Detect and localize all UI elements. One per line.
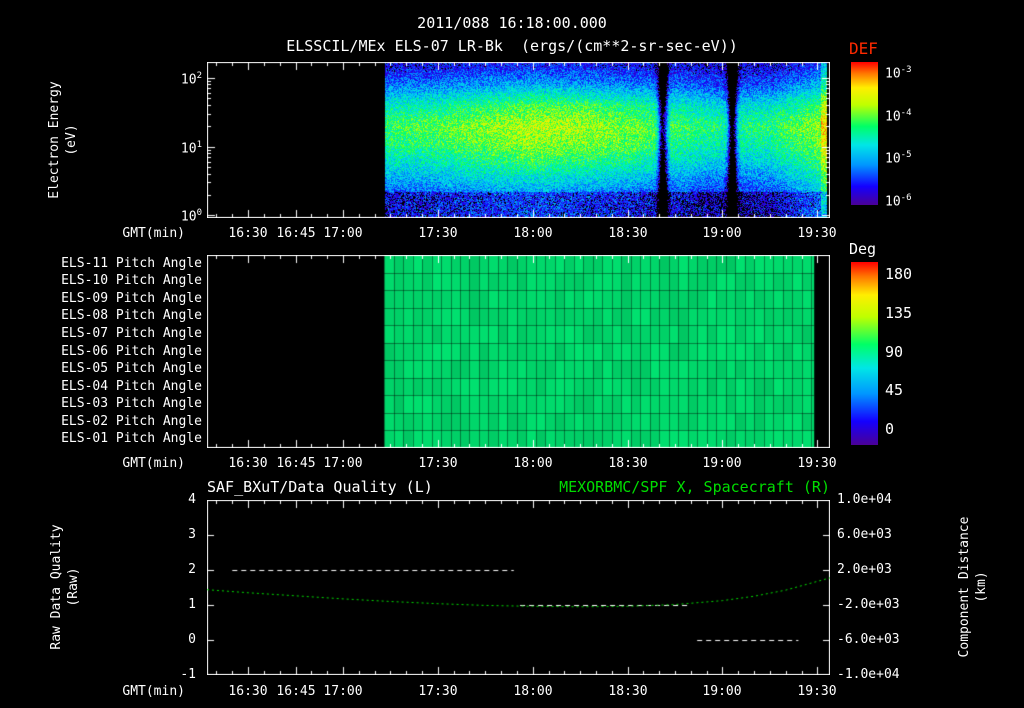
def-cbar-tick-1: 10-4 [885,106,935,124]
panel3-right-title: MEXORBMC/SPF X, Spacecraft (R) [559,478,830,496]
quality-tick-2: 2 [188,562,196,577]
quality-axis-label-line2: (Raw) [66,567,81,607]
deg-label: Deg [849,240,877,258]
deg-cbar-tick-4: 0 [885,420,895,438]
gmt-label-panel1: GMT(min) [122,226,185,241]
pitch-row-label-8: ELS-03 Pitch Angle [61,396,202,411]
time-tick-p1-7: 19:30 [797,226,837,241]
energy-axis-label-line2: (eV) [64,124,79,156]
time-tick-p3-2: 17:00 [323,684,363,699]
energy-tick-0-base: 10 [180,72,197,88]
def-cbar-tick-3: 10-6 [885,191,935,209]
quality-axis-label-line1: Raw Data Quality [49,524,64,650]
time-tick-p2-5: 18:30 [608,456,648,471]
distance-axis-label-line2: (km) [974,571,989,603]
distance-axis-label: Component Distance (km) [956,487,992,687]
def-cbar-tick-2-base: 10 [885,151,901,167]
def-cbar-tick-2-exp: -5 [900,150,912,160]
def-colorbar [851,62,878,205]
energy-tick-1: 101 [138,138,202,156]
quality-tick-0: 4 [188,492,196,507]
time-tick-p3-4: 18:00 [513,684,553,699]
time-tick-p3-7: 19:30 [797,684,837,699]
def-cbar-tick-1-base: 10 [885,109,901,125]
energy-tick-2: 100 [138,206,202,224]
time-tick-p2-0: 16:30 [228,456,268,471]
quality-tick-1: 3 [188,527,196,542]
time-tick-p2-1: 16:45 [276,456,316,471]
distance-tick-4: -6.0e+03 [837,632,900,647]
pitch-row-label-7: ELS-04 Pitch Angle [61,379,202,394]
dataset-title: ELSSCIL/MEx ELS-07 LR-Bk (ergs/(cm**2-sr… [286,37,738,55]
time-tick-p1-0: 16:30 [228,226,268,241]
pitch-row-label-5: ELS-06 Pitch Angle [61,344,202,359]
quality-tick-4: 0 [188,632,196,647]
pitch-row-label-1: ELS-10 Pitch Angle [61,273,202,288]
pitch-angle-canvas [207,255,830,448]
time-tick-p2-6: 19:00 [702,456,742,471]
gmt-label-panel2: GMT(min) [122,456,185,471]
time-tick-p1-5: 18:30 [608,226,648,241]
energy-axis-label-line1: Electron Energy [47,81,62,199]
time-tick-p1-3: 17:30 [418,226,458,241]
pitch-row-label-10: ELS-01 Pitch Angle [61,431,202,446]
energy-tick-2-exp: 0 [196,208,202,218]
def-cbar-tick-0-base: 10 [885,66,901,82]
gmt-label-panel3: GMT(min) [122,684,185,699]
def-cbar-tick-3-exp: -6 [900,193,912,203]
panel3-left-title: SAF_BXuT/Data Quality (L) [207,478,433,496]
energy-tick-0: 102 [138,69,202,87]
deg-cbar-tick-1: 135 [885,304,913,322]
pitch-row-label-3: ELS-08 Pitch Angle [61,308,202,323]
def-cbar-tick-2: 10-5 [885,148,935,166]
distance-tick-3: -2.0e+03 [837,597,900,612]
time-tick-p3-0: 16:30 [228,684,268,699]
time-tick-p3-1: 16:45 [276,684,316,699]
time-tick-p2-2: 17:00 [323,456,363,471]
time-tick-p1-1: 16:45 [276,226,316,241]
time-tick-p2-3: 17:30 [418,456,458,471]
time-tick-p3-5: 18:30 [608,684,648,699]
energy-tick-1-exp: 1 [196,140,202,150]
quality-tick-3: 1 [188,597,196,612]
distance-axis-label-line1: Component Distance [957,516,972,658]
time-tick-p3-6: 19:00 [702,684,742,699]
def-cbar-tick-0: 10-3 [885,63,935,81]
deg-cbar-tick-2: 90 [885,343,904,361]
spectrogram-canvas [207,62,830,218]
deg-colorbar [851,262,878,445]
def-cbar-tick-3-base: 10 [885,194,901,210]
time-tick-p1-4: 18:00 [513,226,553,241]
def-cbar-tick-0-exp: -3 [900,65,912,75]
distance-tick-5: -1.0e+04 [837,667,900,682]
distance-tick-0: 1.0e+04 [837,492,892,507]
pitch-row-label-0: ELS-11 Pitch Angle [61,256,202,271]
time-tick-p2-7: 19:30 [797,456,837,471]
deg-cbar-tick-0: 180 [885,265,913,283]
timestamp-title: 2011/088 16:18:00.000 [417,14,607,32]
pitch-row-label-2: ELS-09 Pitch Angle [61,291,202,306]
time-tick-p1-2: 17:00 [323,226,363,241]
pitch-row-label-4: ELS-07 Pitch Angle [61,326,202,341]
deg-cbar-tick-3: 45 [885,381,904,399]
distance-tick-2: 2.0e+03 [837,562,892,577]
time-tick-p2-4: 18:00 [513,456,553,471]
pitch-row-label-6: ELS-05 Pitch Angle [61,361,202,376]
def-label: DEF [849,39,878,58]
quality-axis-label: Raw Data Quality (Raw) [48,497,84,677]
energy-tick-1-base: 10 [180,141,197,157]
energy-tick-0-exp: 2 [196,71,202,81]
time-tick-p1-6: 19:00 [702,226,742,241]
def-cbar-tick-1-exp: -4 [900,108,912,118]
line-plot-canvas [207,500,830,675]
distance-tick-1: 6.0e+03 [837,527,892,542]
energy-axis-label: Electron Energy (eV) [46,50,82,230]
time-tick-p3-3: 17:30 [418,684,458,699]
quality-tick-5: -1 [180,667,196,682]
pitch-row-label-9: ELS-02 Pitch Angle [61,414,202,429]
energy-tick-2-base: 10 [180,209,197,225]
